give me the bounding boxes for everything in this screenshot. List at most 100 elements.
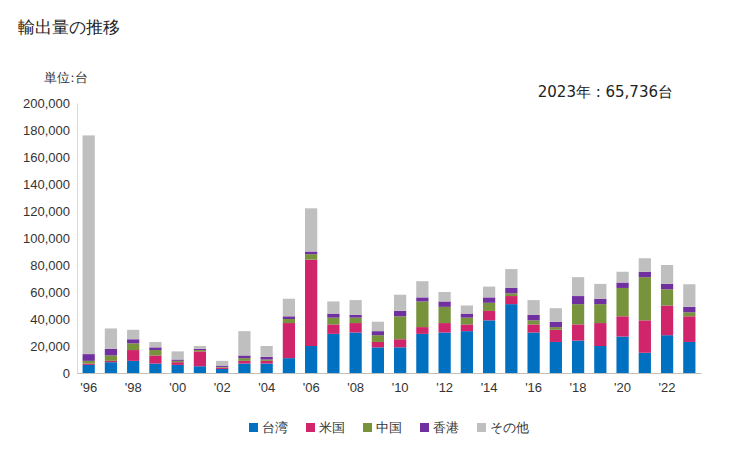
y-axis-label: 単位:台 [44, 70, 87, 85]
bar-segment [572, 304, 584, 324]
bar-segment [372, 342, 384, 347]
bar-segment [261, 360, 273, 361]
bar-segment [216, 369, 228, 373]
bar-segment [105, 362, 117, 373]
bar-segment [594, 323, 606, 346]
y-tick-label: 160,000 [23, 150, 70, 165]
bar-segment [327, 314, 339, 318]
x-tick: '18 [570, 373, 587, 395]
legend-label: 米国 [319, 420, 345, 435]
legend-item: 中国 [363, 420, 402, 435]
bar-segment [527, 324, 539, 332]
bar-segment [394, 311, 406, 316]
bar-segment [505, 293, 517, 296]
bar-segment [149, 350, 161, 355]
bar-segment [305, 254, 317, 259]
bar-segment [683, 307, 695, 312]
x-tick: '12 [436, 373, 453, 395]
bar-segment [305, 252, 317, 255]
y-tick: 0 [63, 366, 77, 381]
bar-segment [350, 318, 362, 323]
x-tick-label: '12 [436, 380, 453, 395]
bar-segment [572, 341, 584, 373]
bar-segment [683, 284, 695, 307]
y-tick-label: 40,000 [30, 312, 70, 327]
legend-label: その他 [490, 420, 529, 435]
title: 輸出量の推移 [18, 17, 120, 37]
bar-segment [172, 360, 184, 361]
legend-item: 米国 [306, 420, 345, 435]
bar-segment [683, 342, 695, 373]
y-tick-label: 120,000 [23, 204, 70, 219]
y-tick: 200,000 [23, 96, 77, 111]
bar-segment [550, 342, 562, 373]
x-tick-label: '20 [614, 380, 631, 395]
bar-segment [394, 339, 406, 347]
bar-segment [261, 346, 273, 357]
bar-segment [661, 335, 673, 373]
y-tick: 140,000 [23, 177, 77, 192]
bar-segment [194, 349, 206, 350]
y-tick: 20,000 [30, 339, 77, 354]
y-tick-label: 180,000 [23, 123, 70, 138]
bar-segment [194, 351, 206, 366]
bar-segment [327, 334, 339, 373]
bar-segment [305, 260, 317, 346]
legend-label: 中国 [376, 420, 402, 435]
bar-segment [505, 288, 517, 293]
x-tick: '20 [614, 373, 631, 395]
bar-segment [127, 361, 139, 373]
bar-segment [438, 301, 450, 306]
bar-segment [238, 361, 250, 364]
bar-segment [505, 296, 517, 304]
y-tick: 80,000 [30, 258, 77, 273]
bar-segment [527, 320, 539, 324]
x-tick-label: '98 [125, 380, 142, 395]
bar-segment [127, 330, 139, 339]
bar-segment [172, 361, 184, 362]
bar-segment [105, 349, 117, 356]
bar-segment [661, 306, 673, 336]
bar-segment [83, 135, 95, 354]
bar-segment [327, 301, 339, 313]
bar-segment [372, 347, 384, 373]
x-tick: '96 [80, 373, 97, 395]
bar-segment [83, 365, 95, 373]
bar-segment [639, 277, 651, 320]
bar-segment [172, 362, 184, 365]
bar-segment [216, 366, 228, 367]
legend-label: 台湾 [262, 420, 288, 435]
y-tick-label: 60,000 [30, 285, 70, 300]
bar-segment [394, 347, 406, 373]
legend-item: 香港 [420, 420, 459, 435]
bar-segment [594, 346, 606, 373]
bar-segment [238, 358, 250, 361]
bar-segment [261, 361, 273, 364]
y-tick: 60,000 [30, 285, 77, 300]
legend-label: 香港 [433, 420, 459, 435]
bar-segment [283, 299, 295, 317]
bar-segment [483, 311, 495, 320]
bar-segment [216, 366, 228, 368]
x-tick: '02 [214, 373, 231, 395]
bar-segment [327, 318, 339, 325]
x-tick-label: '96 [80, 380, 97, 395]
x-tick-label: '10 [392, 380, 409, 395]
series [83, 304, 696, 373]
bar-segment [194, 346, 206, 349]
bar-segment [483, 287, 495, 298]
bar-segment [372, 322, 384, 331]
bar-segment [261, 364, 273, 373]
bar-segment [416, 334, 428, 373]
bar-segment [83, 364, 95, 365]
y-tick-label: 200,000 [23, 96, 70, 111]
bar-segment [194, 366, 206, 373]
bar-segment [238, 331, 250, 355]
bar-segment [216, 368, 228, 369]
bar-segment [683, 312, 695, 316]
bar-segment [616, 316, 628, 336]
bar-segment [616, 288, 628, 316]
x-axis-line [78, 373, 702, 374]
bar-segment [594, 304, 606, 323]
bar-segment [127, 343, 139, 350]
